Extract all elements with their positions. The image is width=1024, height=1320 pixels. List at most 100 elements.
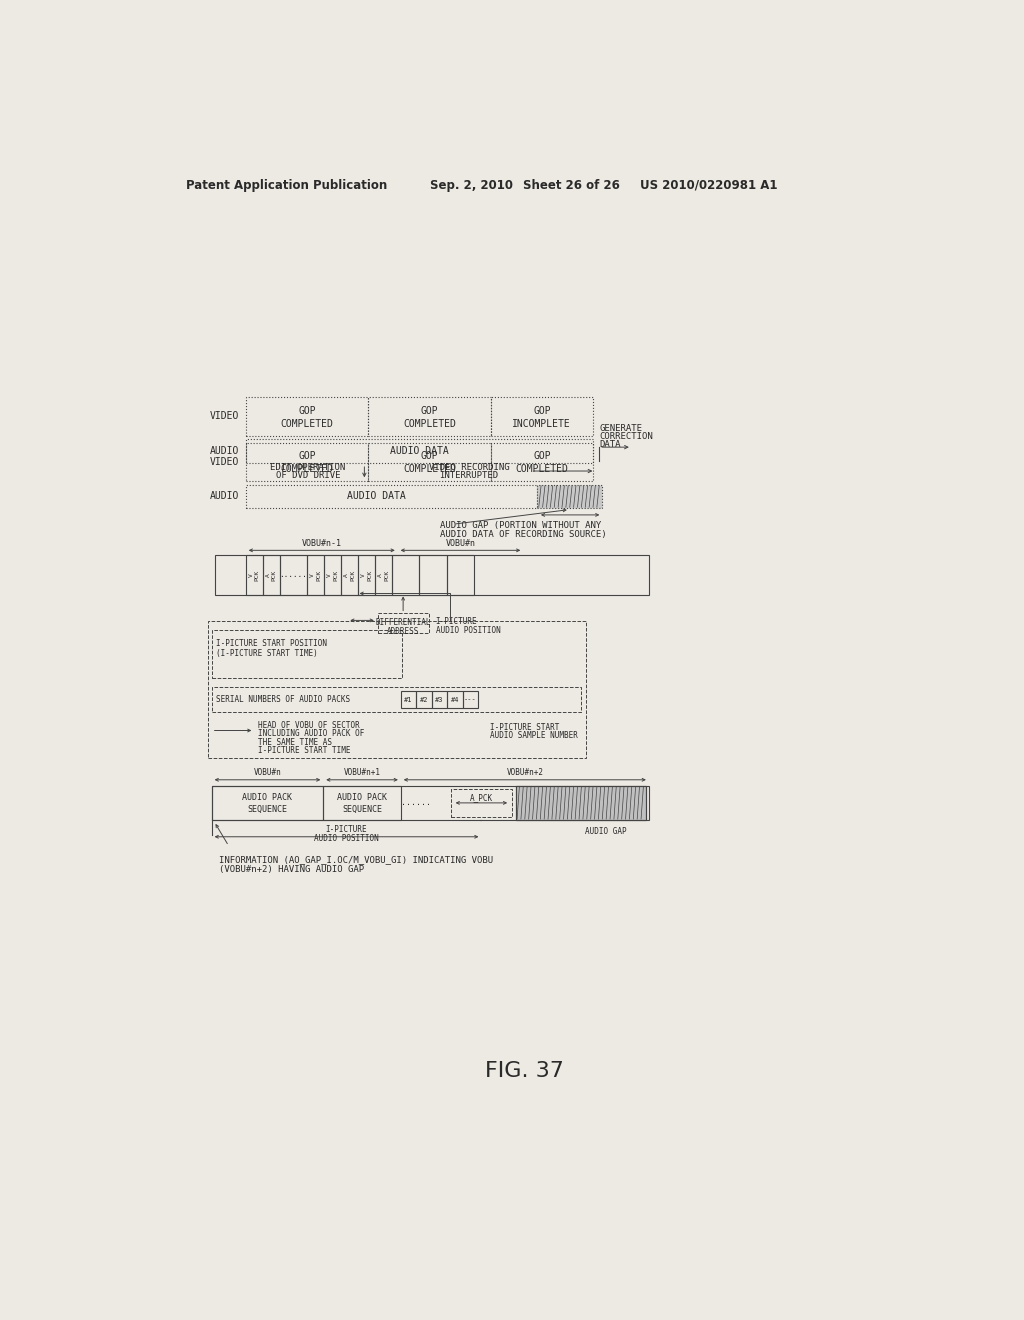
Bar [369, 442, 490, 480]
Bar [463, 692, 478, 708]
Text: AUDIO GAP (PORTION WITHOUT ANY: AUDIO GAP (PORTION WITHOUT ANY [439, 521, 601, 531]
Text: Sheet 26 of 26: Sheet 26 of 26 [523, 178, 621, 191]
Text: SEQUENCE: SEQUENCE [342, 805, 382, 814]
Text: ADDRESS: ADDRESS [387, 627, 419, 636]
Text: COMPLETED: COMPLETED [281, 465, 334, 474]
Text: AUDIO GAP: AUDIO GAP [585, 826, 627, 836]
Bar [341, 554, 358, 595]
Text: ......: ...... [280, 570, 307, 579]
Text: #3: #3 [435, 697, 443, 702]
Text: GOP: GOP [534, 405, 551, 416]
Text: VOBU#n: VOBU#n [254, 768, 282, 777]
Text: #4: #4 [451, 697, 460, 702]
Text: V
PCK: V PCK [249, 569, 260, 581]
Text: ---: --- [464, 697, 477, 702]
Bar [420, 554, 446, 595]
Text: VOBU#n+1: VOBU#n+1 [343, 768, 381, 777]
Bar [212, 785, 649, 820]
Bar [208, 622, 586, 758]
Text: VOBU#n+2: VOBU#n+2 [506, 768, 544, 777]
Text: AUDIO: AUDIO [210, 446, 240, 455]
Text: AUDIO DATA: AUDIO DATA [347, 491, 406, 502]
Bar [515, 785, 646, 820]
Text: AUDIO PACK: AUDIO PACK [337, 793, 387, 803]
Bar [490, 397, 593, 436]
Bar [447, 692, 463, 708]
Text: DATA: DATA [599, 440, 621, 449]
Text: DIFFERENTIAL: DIFFERENTIAL [376, 618, 431, 627]
Text: INFORMATION (AO_GAP_I.OC/M_VOBU_GI) INDICATING VOBU: INFORMATION (AO_GAP_I.OC/M_VOBU_GI) INDI… [219, 855, 494, 865]
Bar [417, 692, 432, 708]
Text: #2: #2 [420, 697, 428, 702]
Bar [324, 785, 400, 820]
Text: HEAD OF VOBU OF SECTOR: HEAD OF VOBU OF SECTOR [258, 721, 360, 730]
Text: AUDIO: AUDIO [210, 491, 240, 502]
Text: AUDIO DATA OF RECORDING SOURCE): AUDIO DATA OF RECORDING SOURCE) [439, 529, 606, 539]
Text: I-PICTURE: I-PICTURE [435, 618, 477, 627]
Bar [263, 554, 280, 595]
Bar [432, 692, 447, 708]
Text: INCOMPLETE: INCOMPLETE [512, 418, 571, 429]
Text: CORRECTION: CORRECTION [599, 432, 653, 441]
Text: GOP: GOP [534, 451, 551, 461]
Text: (VOBU#n+2) HAVING AUDIO GAP: (VOBU#n+2) HAVING AUDIO GAP [219, 865, 365, 874]
Text: Sep. 2, 2010: Sep. 2, 2010 [430, 178, 513, 191]
Text: INTERRUPTED: INTERRUPTED [439, 471, 499, 480]
Bar [212, 631, 402, 678]
Bar [324, 554, 341, 595]
Text: I-PICTURE START POSITION: I-PICTURE START POSITION [216, 639, 328, 648]
Bar [452, 789, 512, 817]
Text: COMPLETED: COMPLETED [403, 418, 456, 429]
Text: A
PCK: A PCK [378, 569, 389, 581]
Text: Patent Application Publication: Patent Application Publication [186, 178, 387, 191]
Text: COMPLETED: COMPLETED [403, 465, 456, 474]
Text: A
PCK: A PCK [266, 569, 276, 581]
Bar [538, 484, 602, 508]
Text: COMPLETED: COMPLETED [281, 418, 334, 429]
Bar [369, 397, 490, 436]
Text: INCLUDING AUDIO PACK OF: INCLUDING AUDIO PACK OF [258, 729, 365, 738]
Bar [215, 554, 649, 595]
Bar [378, 614, 429, 634]
Text: (I-PICTURE START TIME): (I-PICTURE START TIME) [216, 649, 318, 657]
Bar [446, 554, 474, 595]
Text: VOBU#n: VOBU#n [445, 539, 475, 548]
Text: VIDEO: VIDEO [210, 457, 240, 467]
Bar [246, 554, 263, 595]
Text: AUDIO POSITION: AUDIO POSITION [314, 834, 379, 842]
Text: I-PICTURE: I-PICTURE [326, 825, 368, 834]
Text: THE SAME TIME AS: THE SAME TIME AS [258, 738, 332, 747]
Text: V
PCK: V PCK [361, 569, 372, 581]
Bar [375, 554, 392, 595]
Text: AUDIO POSITION: AUDIO POSITION [435, 626, 501, 635]
Bar [392, 554, 420, 595]
Text: SEQUENCE: SEQUENCE [248, 805, 288, 814]
Text: V
PCK: V PCK [310, 569, 321, 581]
Text: AUDIO DATA: AUDIO DATA [390, 446, 449, 455]
Text: I-PICTURE START TIME: I-PICTURE START TIME [258, 746, 350, 755]
Bar [358, 554, 375, 595]
Text: AUDIO PACK: AUDIO PACK [243, 793, 293, 803]
Bar [400, 692, 417, 708]
Bar [307, 554, 324, 595]
Text: VIDEO RECORDING: VIDEO RECORDING [429, 463, 509, 471]
Bar [280, 554, 307, 595]
Text: VOBU#n-1: VOBU#n-1 [302, 539, 342, 548]
Text: A_PCK: A_PCK [470, 793, 493, 803]
Text: GENERATE: GENERATE [599, 424, 642, 433]
Bar [212, 688, 581, 711]
Text: V
PCK: V PCK [328, 569, 338, 581]
Text: COMPLETED: COMPLETED [515, 465, 568, 474]
Text: VIDEO: VIDEO [210, 412, 240, 421]
Text: I-PICTURE START: I-PICTURE START [489, 723, 559, 731]
Text: OF DVD DRIVE: OF DVD DRIVE [275, 471, 340, 480]
Text: GOP: GOP [298, 405, 315, 416]
Bar [246, 484, 538, 508]
Text: #1: #1 [404, 697, 413, 702]
Text: GOP: GOP [421, 405, 438, 416]
Text: GOP: GOP [298, 451, 315, 461]
Text: EDIT OPERATION: EDIT OPERATION [270, 463, 345, 471]
Text: AUDIO SAMPLE NUMBER: AUDIO SAMPLE NUMBER [489, 731, 578, 741]
Text: US 2010/0220981 A1: US 2010/0220981 A1 [640, 178, 777, 191]
Bar [246, 442, 369, 480]
